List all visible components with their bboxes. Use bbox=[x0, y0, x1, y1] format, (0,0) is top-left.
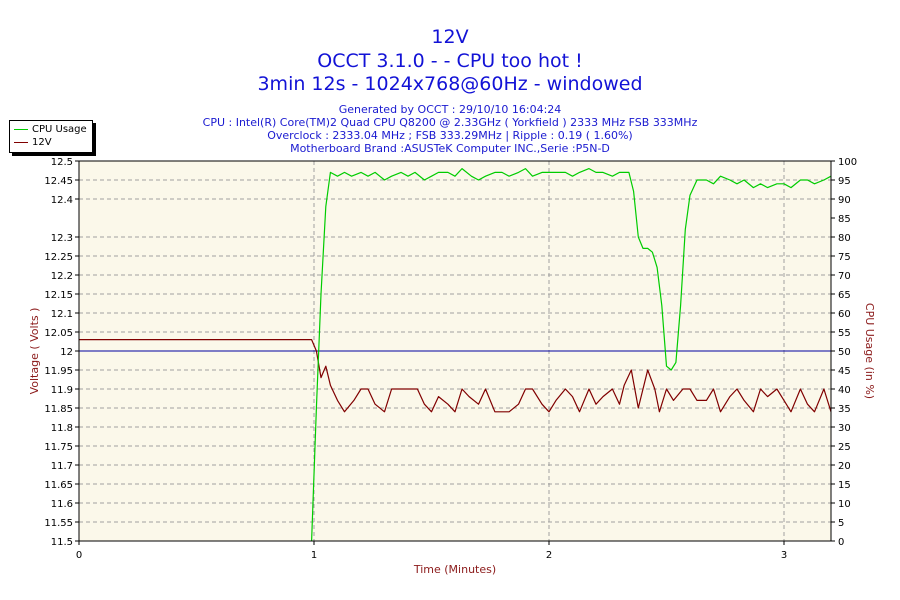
y-tick-label: 11.7 bbox=[51, 461, 73, 472]
y2-tick-label: 0 bbox=[838, 537, 844, 548]
y2-tick-label: 70 bbox=[838, 271, 851, 282]
plot-border bbox=[78, 160, 832, 542]
y2-axis-label: CPU Usage (in %) bbox=[863, 303, 876, 399]
y2-tick-label: 30 bbox=[838, 423, 851, 434]
chart-subtitle: OCCT 3.1.0 - - CPU too hot ! bbox=[317, 50, 583, 72]
y2-tick-label: 90 bbox=[838, 195, 851, 206]
y2-tick-label: 50 bbox=[838, 347, 851, 358]
y-tick-label: 12.15 bbox=[44, 290, 73, 301]
chart-legend: CPU Usage 12V bbox=[9, 120, 93, 153]
y2-tick-label: 55 bbox=[838, 328, 851, 339]
y2-tick-label: 15 bbox=[838, 480, 851, 491]
legend-label-12v: 12V bbox=[32, 137, 52, 148]
y-tick-label: 12.45 bbox=[44, 176, 73, 187]
y2-tick-label: 5 bbox=[838, 518, 844, 529]
generated-info: Generated by OCCT : 29/10/10 16:04:24 bbox=[338, 103, 562, 116]
y2-tick-label: 100 bbox=[838, 157, 857, 168]
y-tick-label: 12.2 bbox=[51, 271, 73, 282]
y2-tick-label: 80 bbox=[838, 233, 851, 244]
x-tick-label: 3 bbox=[781, 550, 787, 561]
x-tick-label: 2 bbox=[546, 550, 552, 561]
y-tick-label: 11.5 bbox=[51, 537, 73, 548]
cpu-info: CPU : Intel(R) Core(TM)2 Quad CPU Q8200 … bbox=[202, 116, 698, 129]
y-tick-label: 11.75 bbox=[44, 442, 73, 453]
legend-label-cpu-usage: CPU Usage bbox=[32, 124, 87, 135]
y-tick-label: 11.8 bbox=[51, 423, 73, 434]
overclock-info: Overclock : 2333.04 MHz ; FSB 333.29MHz … bbox=[267, 129, 633, 142]
run-info: 3min 12s - 1024x768@60Hz - windowed bbox=[257, 73, 643, 95]
y-tick-label: 11.55 bbox=[44, 518, 73, 529]
y-tick-label: 12.25 bbox=[44, 252, 73, 263]
y2-tick-label: 60 bbox=[838, 309, 851, 320]
y2-tick-label: 85 bbox=[838, 214, 851, 225]
legend-swatch-12v bbox=[14, 141, 28, 143]
y-tick-label: 12 bbox=[60, 347, 73, 358]
y2-tick-label: 45 bbox=[838, 366, 851, 377]
y-tick-label: 11.65 bbox=[44, 480, 73, 491]
chart-title: 12V bbox=[431, 26, 469, 48]
legend-swatch-cpu-usage bbox=[14, 128, 28, 130]
y2-tick-label: 40 bbox=[838, 385, 851, 396]
legend-item-cpu-usage: CPU Usage bbox=[14, 124, 87, 136]
y-tick-label: 12.3 bbox=[51, 233, 73, 244]
y2-tick-label: 20 bbox=[838, 461, 851, 472]
series-line-cpu-usage bbox=[311, 168, 832, 542]
x-tick-label: 1 bbox=[311, 550, 317, 561]
y2-tick-label: 75 bbox=[838, 252, 851, 263]
y-tick-label: 12.05 bbox=[44, 328, 73, 339]
y-tick-label: 11.95 bbox=[44, 366, 73, 377]
x-tick-label: 0 bbox=[76, 550, 82, 561]
y-tick-label: 12.1 bbox=[51, 309, 73, 320]
y2-tick-label: 95 bbox=[838, 176, 851, 187]
y-tick-label: 11.9 bbox=[51, 385, 73, 396]
y2-tick-label: 25 bbox=[838, 442, 851, 453]
y-tick-label: 12.5 bbox=[51, 157, 73, 168]
series-line-12v bbox=[79, 339, 832, 413]
motherboard-info: Motherboard Brand :ASUSTeK Computer INC.… bbox=[290, 142, 610, 155]
y2-tick-label: 65 bbox=[838, 290, 851, 301]
y2-tick-label: 35 bbox=[838, 404, 851, 415]
y2-tick-label: 10 bbox=[838, 499, 851, 510]
y-tick-label: 11.85 bbox=[44, 404, 73, 415]
y-tick-label: 11.6 bbox=[51, 499, 73, 510]
x-axis-label: Time (Minutes) bbox=[413, 563, 496, 576]
y-axis-label: Voltage ( Volts ) bbox=[28, 308, 41, 395]
y-tick-label: 12.4 bbox=[51, 195, 73, 206]
legend-item-12v: 12V bbox=[14, 137, 52, 149]
